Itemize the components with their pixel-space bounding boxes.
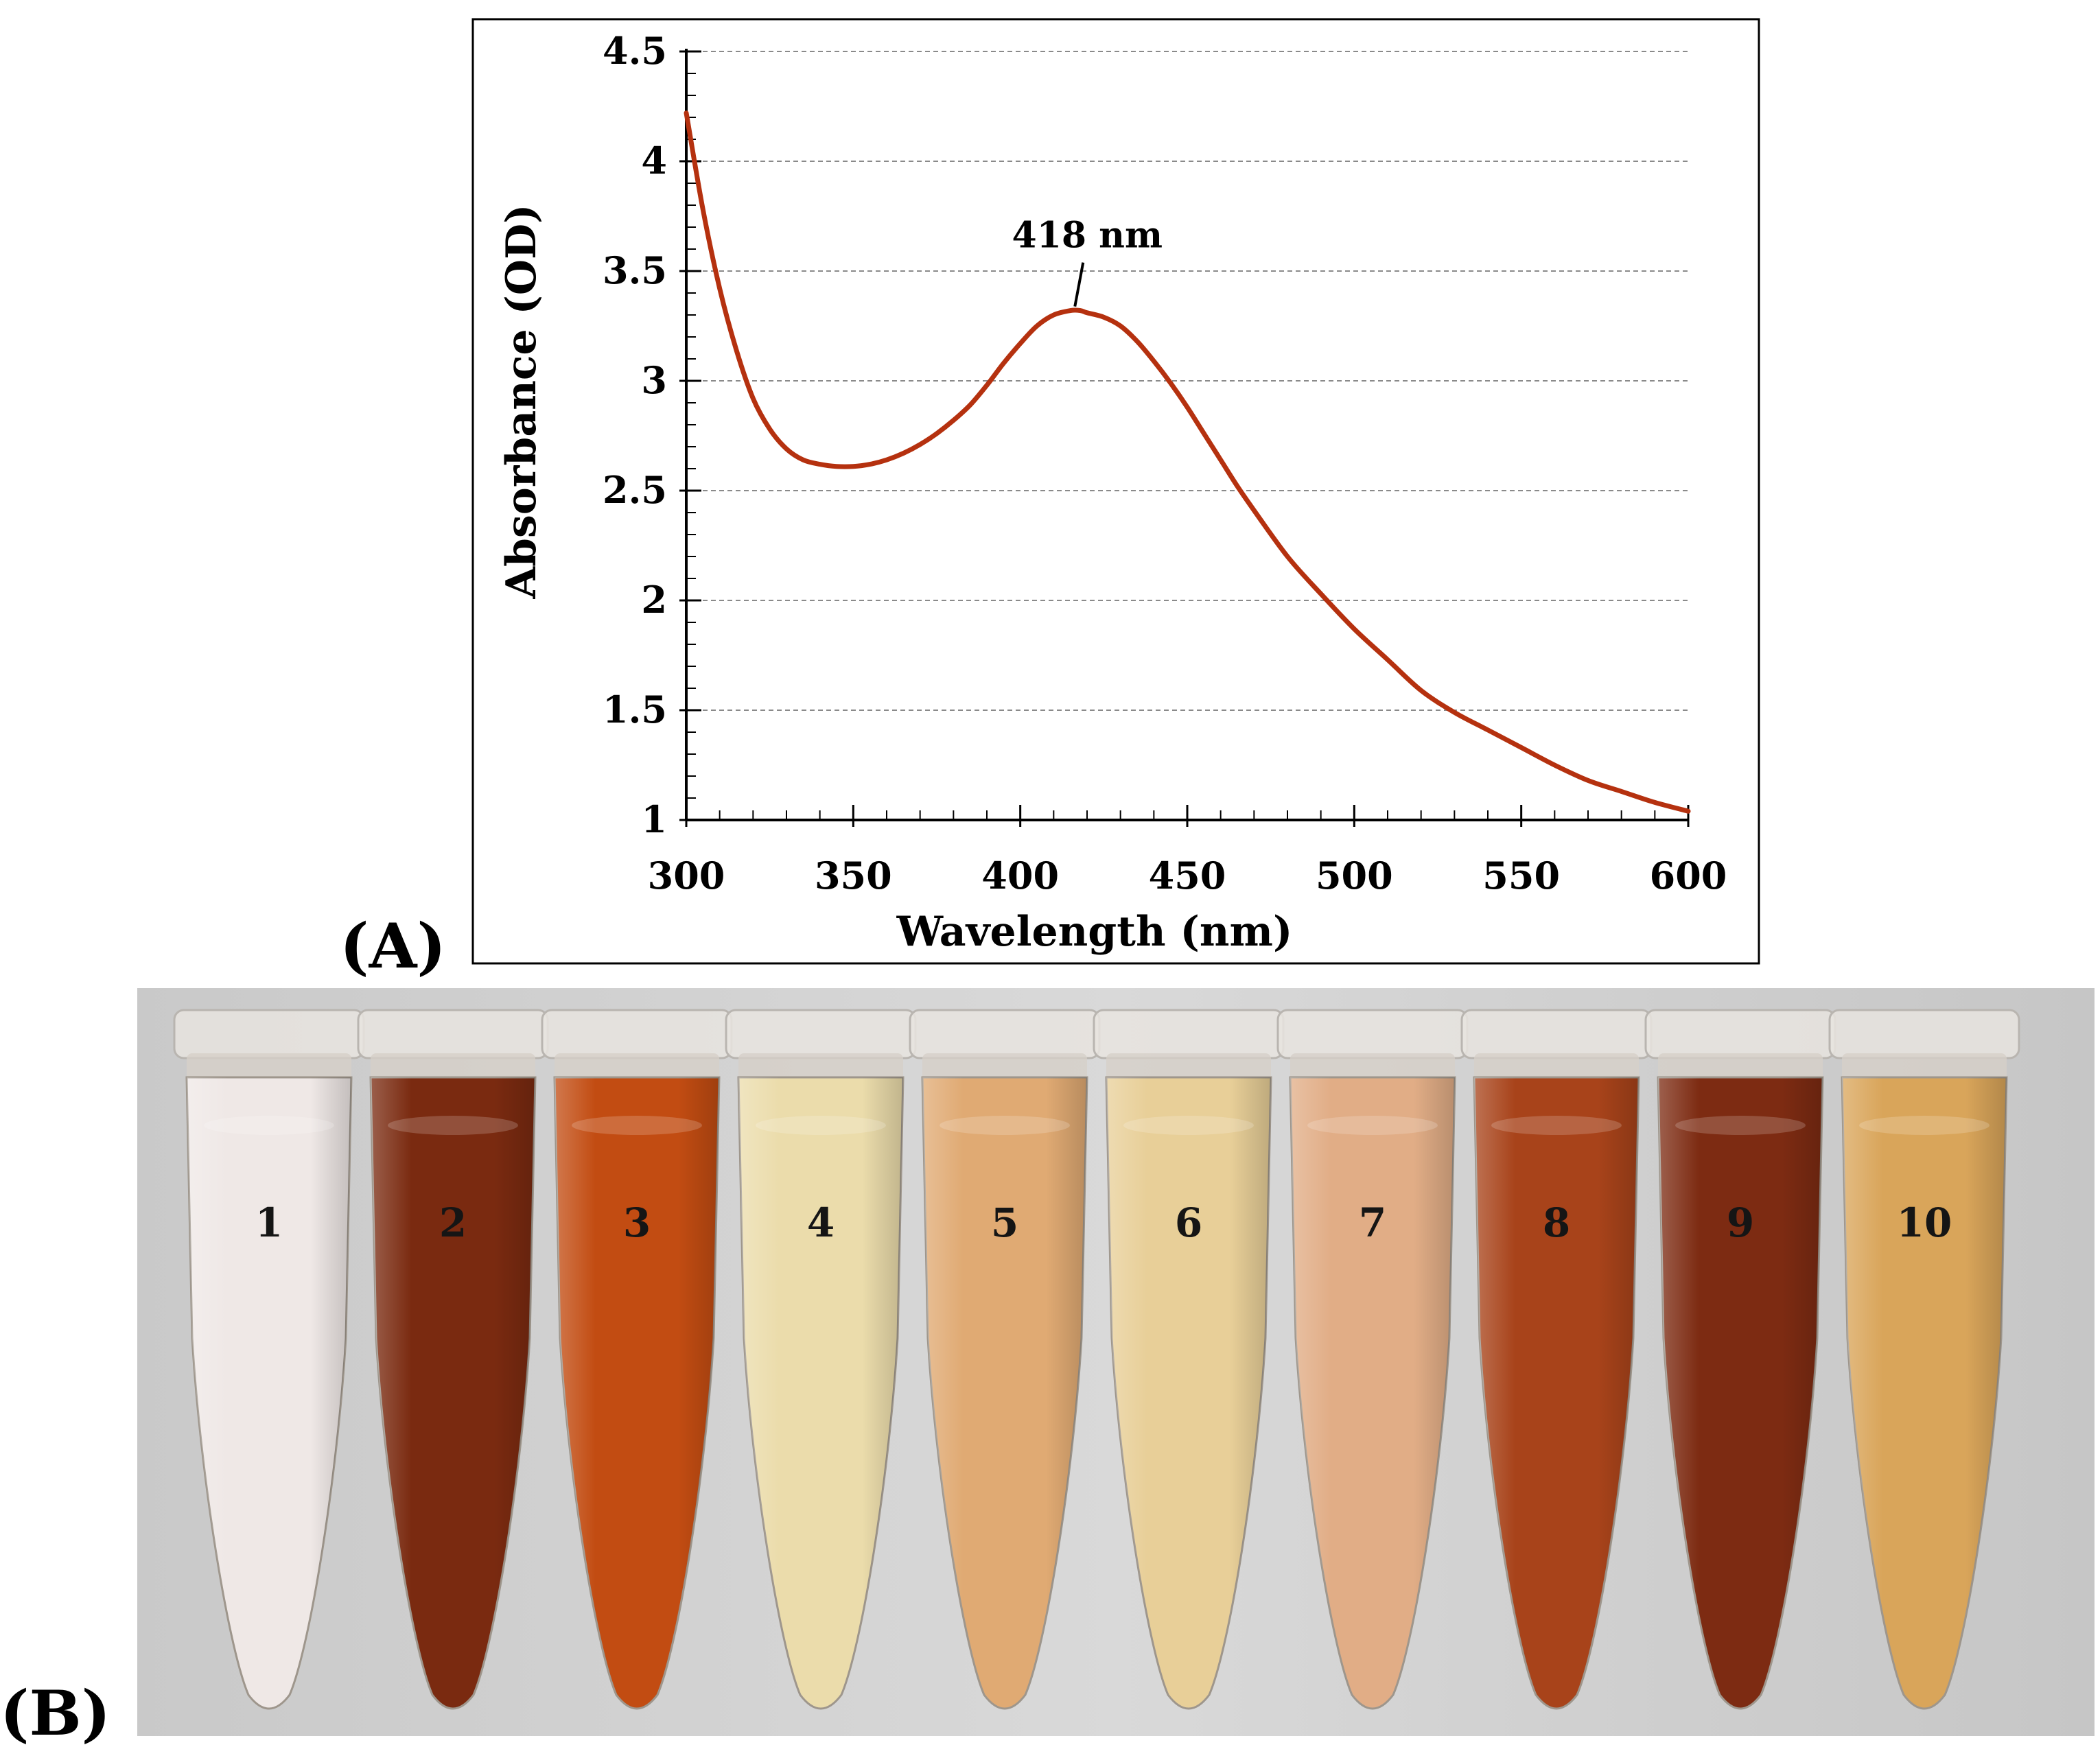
tube-cap (173, 1009, 365, 1059)
tube-2: 2 (357, 1009, 549, 1710)
tube-cap (1460, 1009, 1653, 1059)
tube-number-label: 9 (1727, 1199, 1754, 1246)
y-tick-label: 1.5 (603, 688, 667, 731)
tube-cap (1276, 1009, 1469, 1059)
tube-10: 10 (1828, 1009, 2020, 1710)
y-tick-label: 4.5 (603, 29, 667, 73)
tube-highlight (1106, 1077, 1271, 1709)
peak-annotation-leader (1073, 262, 1085, 307)
tube-rim (738, 1053, 903, 1081)
tube-rim (1290, 1053, 1455, 1081)
x-tick-label: 450 (1149, 854, 1226, 898)
chart-ticks: 1 1.5 2 2.5 3 3.5 4 4.5 300 350 400 450 500 550 600 (603, 29, 1727, 898)
tube-rim (1842, 1053, 2007, 1081)
panel-a-label: (A) (340, 910, 446, 983)
tube-cap (1828, 1009, 2020, 1059)
peak-annotation: 418 nm (1012, 215, 1163, 257)
tube-number-label: 4 (807, 1199, 835, 1246)
tube-rim (1106, 1053, 1271, 1081)
tube-highlight (187, 1077, 351, 1709)
tube-number-label: 6 (1175, 1199, 1202, 1246)
panel-b-label: (B) (0, 1677, 110, 1750)
tube-rim (922, 1053, 1087, 1081)
tube-number-label: 8 (1543, 1199, 1570, 1246)
x-tick-label: 550 (1482, 854, 1560, 898)
tube-4: 4 (725, 1009, 917, 1710)
tube-rim (187, 1053, 351, 1081)
tube-highlight (555, 1077, 719, 1709)
tube-number-label: 5 (991, 1199, 1018, 1246)
tube-9: 9 (1644, 1009, 1836, 1710)
y-tick-label: 2 (641, 578, 667, 622)
tube-highlight (1658, 1077, 1823, 1709)
tube-meniscus (572, 1116, 702, 1135)
x-tick-label: 500 (1316, 854, 1393, 898)
tube-highlight (1842, 1077, 2007, 1709)
tube-number-label: 2 (439, 1199, 467, 1246)
tube-highlight (1290, 1077, 1455, 1709)
tube-3: 3 (541, 1009, 733, 1710)
tube-number-label: 3 (623, 1199, 651, 1246)
tube-meniscus (1491, 1116, 1622, 1135)
tube-highlight (1474, 1077, 1639, 1709)
tube-cap (909, 1009, 1101, 1059)
tube-cap (1644, 1009, 1836, 1059)
tube-highlight (922, 1077, 1087, 1709)
tube-cap (357, 1009, 549, 1059)
x-axis-title: Wavelength (nm) (896, 908, 1293, 956)
tube-rim (1474, 1053, 1639, 1081)
tube-number-label: 10 (1897, 1199, 1952, 1246)
tube-highlight (738, 1077, 903, 1709)
tube-1: 1 (173, 1009, 365, 1710)
tube-cap (1093, 1009, 1285, 1059)
chart-axes (679, 49, 1690, 827)
y-tick-label: 2.5 (603, 468, 667, 512)
x-tick-label: 350 (815, 854, 892, 898)
tube-meniscus (1123, 1116, 1254, 1135)
tube-highlight (371, 1077, 535, 1709)
tube-cap (541, 1009, 733, 1059)
y-axis-title: Absorbance (OD) (498, 204, 546, 599)
tube-rim (1658, 1053, 1823, 1081)
tube-meniscus (756, 1116, 886, 1135)
tube-8: 8 (1460, 1009, 1653, 1710)
tube-meniscus (940, 1116, 1070, 1135)
tube-meniscus (204, 1116, 334, 1135)
tube-7: 7 (1276, 1009, 1469, 1710)
tube-rim (555, 1053, 719, 1081)
tube-6: 6 (1093, 1009, 1285, 1710)
tube-cap (725, 1009, 917, 1059)
absorbance-series-line (684, 110, 1691, 814)
y-tick-label: 1 (641, 797, 667, 841)
x-tick-label: 600 (1650, 854, 1727, 898)
tube-meniscus (388, 1116, 518, 1135)
y-tick-label: 4 (641, 139, 667, 183)
y-tick-label: 3.5 (603, 248, 667, 292)
chart-grid (686, 51, 1688, 711)
y-tick-label: 3 (641, 358, 667, 402)
tube-row: 1 2 3 4 5 6 7 8 9 10 (173, 1009, 2020, 1710)
tube-rim (371, 1053, 535, 1081)
x-tick-label: 400 (981, 854, 1059, 898)
tube-number-label: 7 (1359, 1199, 1386, 1246)
tube-5: 5 (909, 1009, 1101, 1710)
tube-number-label: 1 (255, 1199, 283, 1246)
x-tick-label: 300 (648, 854, 725, 898)
tube-meniscus (1675, 1116, 1806, 1135)
tube-meniscus (1307, 1116, 1438, 1135)
tube-meniscus (1859, 1116, 1990, 1135)
